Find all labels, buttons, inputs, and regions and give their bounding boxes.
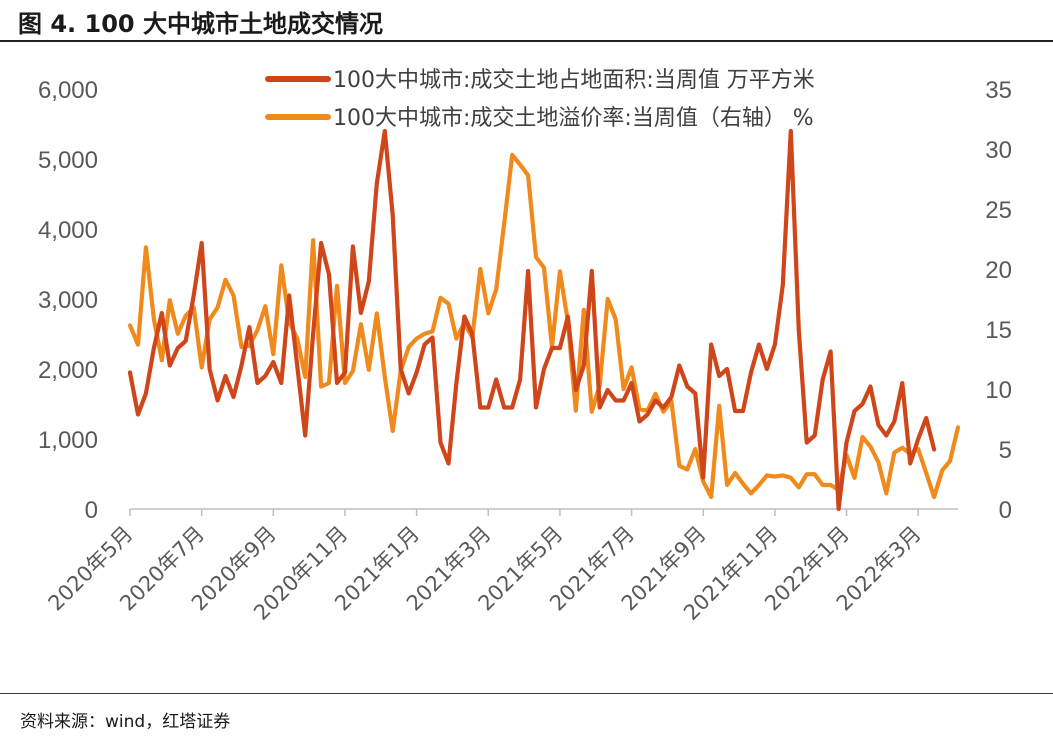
chart-axes: 0 1,000 2,000 3,000 4,000 5,000 6,000 0 5 10 15 20 2… [38, 77, 1012, 625]
source-note: 资料来源：wind，红塔证券 [20, 712, 231, 732]
y-right-tick-label: 0 [999, 497, 1012, 524]
series-line-land-area [127, 128, 937, 512]
y-right-tick-label: 10 [985, 377, 1012, 404]
y-right-tick-label: 5 [999, 437, 1012, 464]
title-rule [0, 40, 1053, 42]
y-right-tick-label: 35 [985, 77, 1012, 104]
y-right-tick-label: 20 [985, 257, 1012, 284]
y-left-tick-label: 5,000 [38, 147, 98, 174]
y-right-tick-label: 15 [985, 317, 1012, 344]
source-rule [0, 693, 1053, 694]
legend-label: 100大中城市:成交土地占地面积:当周值 万平方米 [333, 68, 815, 93]
dual-axis-line-chart: 0 1,000 2,000 3,000 4,000 5,000 6,000 0 5 10 15 20 2… [38, 68, 1012, 625]
series-line-premium-rate [127, 152, 961, 500]
y-left-tick-label: 3,000 [38, 287, 98, 314]
y-left-tick-label: 1,000 [38, 427, 98, 454]
y-right-tick-label: 25 [985, 197, 1012, 224]
y-left-tick-label: 0 [85, 497, 98, 524]
figure-title: 图 4. 100 大中城市土地成交情况 [18, 10, 383, 38]
y-left-tick-label: 6,000 [38, 77, 98, 104]
y-right-tick-label: 30 [985, 137, 1012, 164]
legend-label: 100大中城市:成交土地溢价率:当周值（右轴） % [333, 106, 814, 131]
chart-lines [127, 128, 961, 512]
y-left-tick-label: 4,000 [38, 217, 98, 244]
chart-legend: 100大中城市:成交土地占地面积:当周值 万平方米 100大中城市:成交土地溢价率… [265, 68, 815, 131]
y-left-tick-label: 2,000 [38, 357, 98, 384]
